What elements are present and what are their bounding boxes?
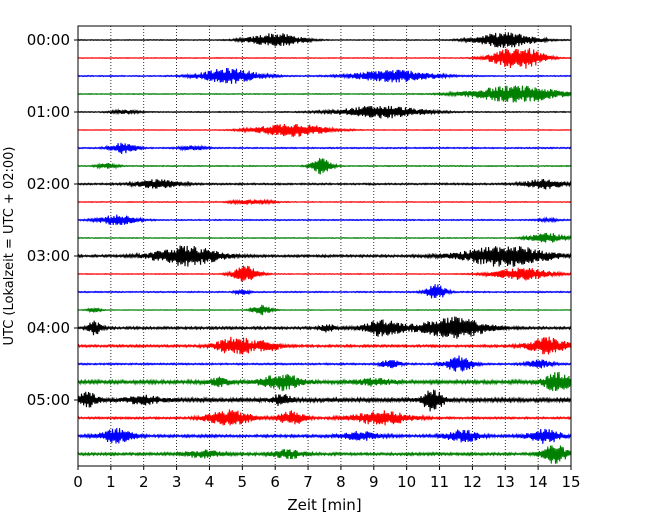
trace-line bbox=[77, 232, 572, 243]
y-axis-label: UTC (Lokalzeit = UTC + 02:00) bbox=[2, 147, 17, 346]
trace-line bbox=[77, 284, 572, 299]
trace-line bbox=[77, 32, 572, 48]
trace-line bbox=[77, 304, 572, 316]
trace-line bbox=[77, 47, 572, 69]
trace-line bbox=[77, 85, 572, 103]
trace-line bbox=[77, 355, 572, 372]
vertical-gridlines bbox=[110, 26, 539, 466]
y-tick-label: 03:00 bbox=[27, 247, 70, 265]
x-axis-label: Zeit [min] bbox=[287, 496, 361, 514]
x-tick-label: 4 bbox=[205, 473, 215, 491]
trace-line bbox=[77, 158, 572, 175]
trace-line bbox=[77, 316, 572, 339]
x-tick-label: 9 bbox=[369, 473, 379, 491]
trace-line bbox=[77, 265, 572, 282]
trace-line bbox=[77, 178, 572, 190]
x-tick-label: 5 bbox=[238, 473, 248, 491]
trace-line bbox=[77, 198, 572, 206]
x-tick-label: 8 bbox=[336, 473, 346, 491]
x-axis-ticks: 0 1 2 3 4 5 6 7 8 9 10 11 12 13 14 15 bbox=[73, 466, 581, 491]
x-tick-label: 11 bbox=[430, 473, 449, 491]
trace-line bbox=[77, 105, 572, 119]
y-axis-ticks: 00:00 01:00 02:00 03:00 04:00 05:00 bbox=[27, 31, 78, 409]
x-tick-label: 0 bbox=[73, 473, 83, 491]
x-tick-label: 3 bbox=[172, 473, 182, 491]
trace-line bbox=[77, 445, 572, 464]
trace-group bbox=[77, 32, 572, 464]
x-tick-label: 13 bbox=[496, 473, 515, 491]
trace-line bbox=[77, 68, 572, 84]
trace-line bbox=[77, 214, 572, 225]
x-tick-label: 2 bbox=[139, 473, 149, 491]
trace-line bbox=[77, 245, 572, 267]
x-tick-label: 12 bbox=[463, 473, 482, 491]
x-tick-label: 10 bbox=[397, 473, 416, 491]
plot-frame bbox=[77, 25, 572, 467]
y-tick-label: 04:00 bbox=[27, 319, 70, 337]
y-tick-label: 02:00 bbox=[27, 175, 70, 193]
trace-line bbox=[77, 123, 572, 137]
y-tick-label: 01:00 bbox=[27, 103, 70, 121]
x-tick-label: 14 bbox=[529, 473, 548, 491]
trace-line bbox=[77, 371, 572, 392]
x-tick-label: 6 bbox=[270, 473, 280, 491]
trace-line bbox=[77, 389, 572, 412]
trace-line bbox=[77, 142, 572, 155]
trace-line bbox=[77, 409, 572, 426]
x-tick-label: 7 bbox=[303, 473, 313, 491]
trace-line bbox=[77, 336, 572, 355]
y-tick-label: 05:00 bbox=[27, 391, 70, 409]
trace-line bbox=[77, 427, 572, 444]
x-tick-label: 1 bbox=[106, 473, 116, 491]
y-tick-label: 00:00 bbox=[27, 31, 70, 49]
x-tick-label: 15 bbox=[561, 473, 580, 491]
